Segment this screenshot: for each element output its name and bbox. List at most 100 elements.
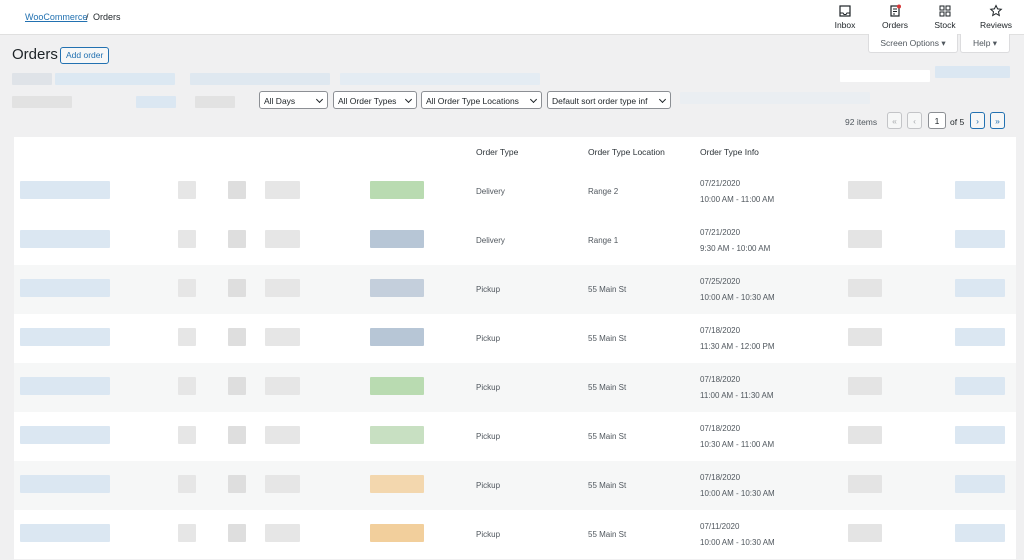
filter-sort[interactable]: Default sort order type inf [547, 91, 671, 109]
order-time: 10:00 AM - 11:00 AM [700, 195, 775, 204]
status-badge [370, 328, 424, 346]
inbox-icon [839, 5, 851, 17]
nav-label: Inbox [834, 20, 856, 30]
blurred-content [228, 230, 246, 248]
blurred-content [228, 475, 246, 493]
order-time: 9:30 AM - 10:00 AM [700, 244, 771, 253]
blurred-content [178, 377, 196, 395]
blurred-content [178, 279, 196, 297]
nav-reviews[interactable]: Reviews [976, 4, 1016, 30]
blurred-content [848, 524, 882, 542]
order-time: 10:00 AM - 10:30 AM [700, 293, 775, 302]
blurred-content [955, 524, 1005, 542]
order-date: 07/21/2020 [700, 179, 741, 188]
blurred-content [20, 230, 110, 248]
blurred-content [848, 377, 882, 395]
blurred-content [848, 230, 882, 248]
blurred-content [848, 181, 882, 199]
blurred-content [228, 328, 246, 346]
order-type-location: 55 Main St [588, 530, 627, 539]
items-count: 92 items [845, 117, 878, 127]
blurred-content [228, 426, 246, 444]
reviews-icon [989, 4, 1003, 17]
blurred-content [20, 524, 110, 542]
order-type: Pickup [476, 432, 501, 441]
blurred-content [265, 328, 300, 346]
blurred-content [55, 73, 175, 85]
blurred-content [20, 426, 110, 444]
page-title: Orders [12, 46, 58, 63]
nav-inbox[interactable]: Inbox [825, 4, 865, 30]
order-type: Pickup [476, 383, 501, 392]
blurred-content [265, 475, 300, 493]
blurred-content [848, 475, 882, 493]
breadcrumb-current: Orders [93, 12, 121, 22]
status-badge [370, 524, 424, 542]
status-badge [370, 426, 424, 444]
order-time: 10:30 AM - 11:00 AM [700, 440, 775, 449]
order-date: 07/11/2020 [700, 522, 740, 531]
order-time: 10:00 AM - 10:30 AM [700, 538, 775, 547]
blurred-content [265, 181, 300, 199]
button-label: Screen Options [880, 38, 939, 48]
blurred-content [265, 279, 300, 297]
blurred-content [20, 377, 110, 395]
blurred-content [20, 328, 110, 346]
current-page-input[interactable]: 1 [928, 112, 946, 129]
orders-icon [890, 4, 901, 17]
blurred-content [12, 96, 72, 108]
breadcrumb-separator: / [86, 12, 89, 22]
blurred-content [228, 524, 246, 542]
blurred-content [228, 377, 246, 395]
add-order-button[interactable]: Add order [60, 47, 110, 64]
order-time: 11:30 AM - 12:00 PM [700, 342, 775, 351]
blurred-content [265, 377, 300, 395]
blurred-content [955, 181, 1005, 199]
blurred-content [12, 73, 52, 85]
blurred-content [848, 426, 882, 444]
order-time: 10:00 AM - 10:30 AM [700, 489, 775, 498]
order-type: Pickup [476, 285, 501, 294]
filter-days[interactable]: All Days [259, 91, 328, 109]
blurred-content [840, 70, 930, 82]
filter-order-types[interactable]: All Order Types [333, 91, 417, 109]
order-date: 07/25/2020 [700, 277, 741, 286]
prev-page: ‹ [907, 112, 922, 129]
column-header[interactable]: Order Type Info [700, 147, 759, 157]
order-type-location: 55 Main St [588, 481, 627, 490]
screen-options-button[interactable]: Screen Options ▾ [868, 34, 958, 53]
status-badge [370, 475, 424, 493]
blurred-content [178, 230, 196, 248]
blurred-content [228, 181, 246, 199]
column-header[interactable]: Order Type Location [588, 147, 665, 157]
blurred-content [20, 279, 110, 297]
nav-stock[interactable]: Stock [925, 4, 965, 30]
blurred-content [955, 426, 1005, 444]
order-date: 07/18/2020 [700, 375, 741, 384]
order-type: Pickup [476, 481, 501, 490]
blurred-content [178, 426, 196, 444]
blurred-content [20, 181, 110, 199]
next-page[interactable]: › [970, 112, 985, 129]
nav-orders[interactable]: Orders [875, 4, 915, 30]
blurred-content [265, 524, 300, 542]
help-button[interactable]: Help ▾ [960, 34, 1010, 53]
status-badge [370, 181, 424, 199]
blurred-content [955, 230, 1005, 248]
filter-locations[interactable]: All Order Type Locations [421, 91, 542, 109]
order-type-location: Range 2 [588, 187, 619, 196]
blurred-content [848, 328, 882, 346]
blurred-content [955, 279, 1005, 297]
breadcrumb-link[interactable]: WooCommerce [25, 12, 88, 22]
order-type-location: 55 Main St [588, 334, 627, 343]
order-time: 11:00 AM - 11:30 AM [700, 391, 774, 400]
blurred-content [195, 96, 235, 108]
column-header[interactable]: Order Type [476, 147, 519, 157]
page-total: of 5 [950, 117, 965, 127]
blurred-content [955, 328, 1005, 346]
blurred-content [340, 73, 540, 85]
blurred-content [228, 279, 246, 297]
blurred-content [178, 524, 196, 542]
last-page[interactable]: » [990, 112, 1005, 129]
